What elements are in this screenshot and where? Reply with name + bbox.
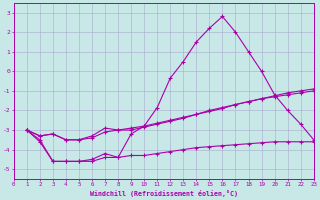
X-axis label: Windchill (Refroidissement éolien,°C): Windchill (Refroidissement éolien,°C) xyxy=(90,190,238,197)
